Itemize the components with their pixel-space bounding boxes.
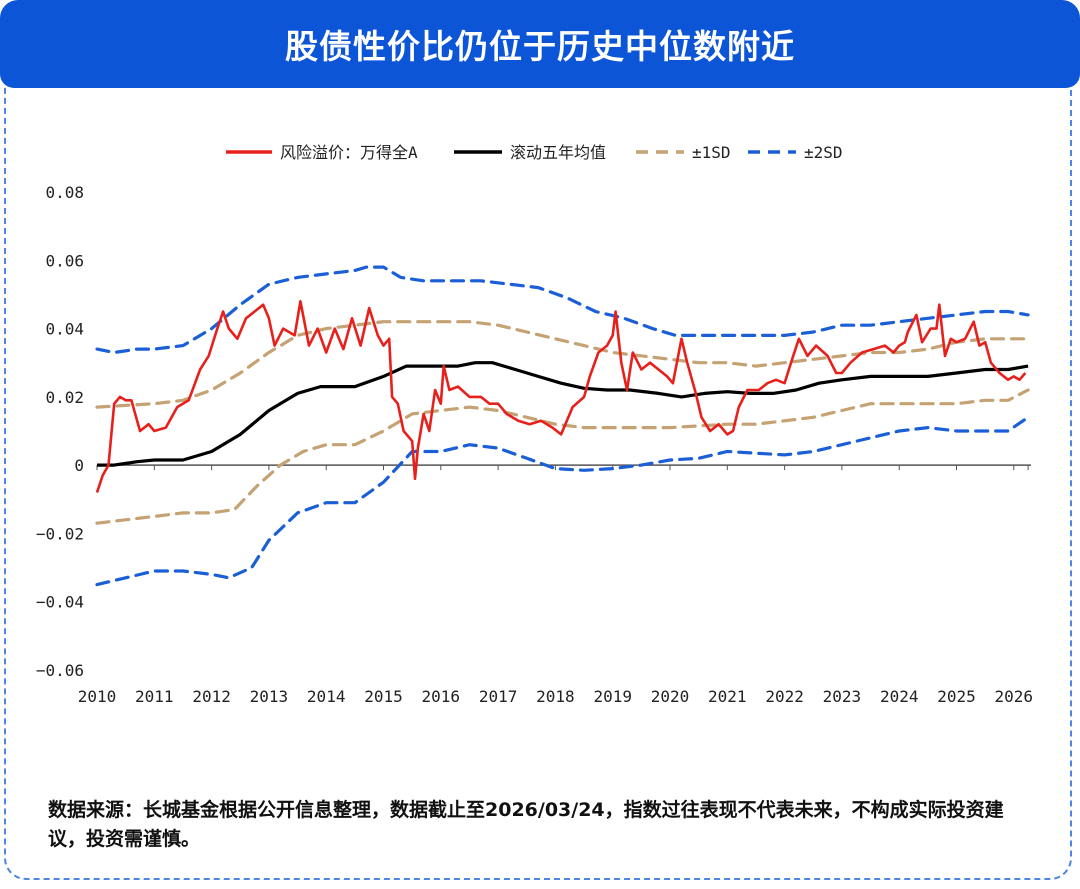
x-tick-label: 2026 — [995, 687, 1034, 706]
x-tick-label: 2014 — [307, 687, 346, 706]
legend-sd1-label: ±1SD — [692, 143, 731, 162]
legend-risk-premium-label: 风险溢价：万得全A — [280, 143, 418, 162]
x-tick-label: 2024 — [880, 687, 919, 706]
x-tick-label: 2017 — [479, 687, 518, 706]
risk-premium-chart: 0.08 0.06 0.04 0.02 0 −0.02 −0.04 −0.06 2010 2011… — [36, 143, 1034, 706]
legend-rolling-mean-label: 滚动五年均值 — [510, 143, 606, 162]
y-tick-label: 0.08 — [45, 183, 84, 202]
x-tick-label: 2020 — [651, 687, 690, 706]
legend-sd2-label: ±2SD — [804, 143, 843, 162]
source-note: 数据来源：长城基金根据公开信息整理，数据截止至2026/03/24，指数过往表现… — [48, 799, 1004, 850]
x-tick-label: 2011 — [135, 687, 174, 706]
page-title: 股债性价比仍位于历史中位数附近 — [285, 27, 795, 66]
rolling-mean-line — [97, 361, 1029, 467]
x-tick-label: 2013 — [250, 687, 289, 706]
sd2-lower-line — [95, 415, 1030, 587]
x-tick-label: 2012 — [192, 687, 231, 706]
x-tick-label: 2015 — [364, 687, 403, 706]
x-tick-label: 2025 — [937, 687, 976, 706]
y-tick-label: 0.02 — [45, 388, 84, 407]
x-tick-label: 2022 — [765, 687, 804, 706]
y-tick-label: 0.04 — [45, 320, 84, 339]
sd2-upper-line — [95, 265, 1030, 355]
title-banner: 股债性价比仍位于历史中位数附近 — [0, 0, 1080, 88]
risk-premium-line — [95, 300, 1027, 493]
x-tick-label: 2016 — [422, 687, 461, 706]
x-tick-label: 2023 — [823, 687, 862, 706]
y-tick-label: 0 — [74, 456, 84, 475]
x-tick-label: 2010 — [78, 687, 117, 706]
y-tick-label: 0.06 — [45, 251, 84, 270]
x-tick-label: 2021 — [708, 687, 747, 706]
x-tick-label: 2018 — [536, 687, 575, 706]
sd1-lower-line — [95, 388, 1030, 525]
y-tick-label: −0.06 — [36, 661, 84, 680]
x-tick-label: 2019 — [593, 687, 632, 706]
y-tick-label: −0.02 — [36, 524, 84, 543]
y-tick-label: −0.04 — [36, 593, 84, 612]
sd1-upper-line — [95, 320, 1030, 409]
